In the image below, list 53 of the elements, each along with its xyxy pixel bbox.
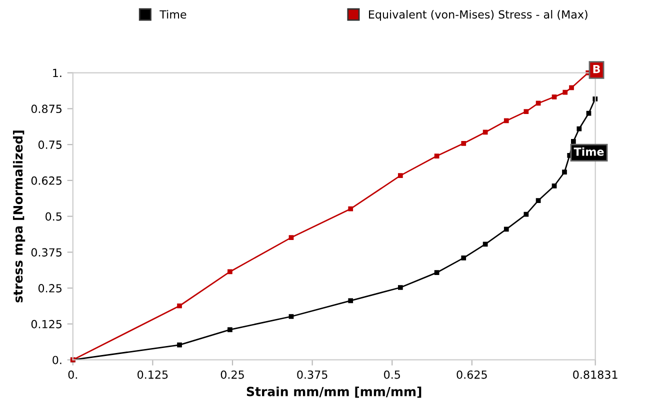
point (571, 138, 576, 144)
legend-label: Equivalent (von-Mises) Stress - al (Max) (369, 10, 588, 21)
point (536, 198, 541, 203)
point (228, 327, 232, 332)
point (569, 85, 574, 90)
point (482, 242, 488, 247)
y-tick-label: 0. (52, 356, 62, 364)
x-tick-label: 0.375 (297, 370, 328, 379)
point (536, 100, 541, 106)
y-tick-label: 0.25 (38, 284, 62, 292)
point (586, 110, 592, 116)
point (177, 303, 182, 308)
point (562, 170, 567, 175)
y-tick-label: 0.875 (31, 104, 62, 114)
point (228, 269, 232, 274)
point (398, 173, 403, 178)
x-tick-label: 0.125 (138, 370, 168, 379)
point (398, 285, 403, 290)
point (482, 130, 488, 135)
point (461, 140, 466, 146)
point (288, 314, 294, 319)
y-axis-title: stress mpa [Normalized] (13, 130, 26, 302)
x-tick-label: 0. (68, 370, 77, 379)
y-tick-label: 0.5 (46, 212, 62, 221)
y-tick-label: 0.125 (31, 320, 62, 328)
y-tick-label: 0.75 (38, 140, 62, 149)
point (562, 90, 568, 95)
point (504, 118, 509, 124)
point (524, 212, 529, 217)
y-tick-label: 0.375 (31, 248, 62, 257)
point (552, 94, 557, 100)
point (461, 256, 466, 260)
point (177, 342, 182, 348)
annotation: Time (574, 147, 604, 156)
point (434, 154, 440, 158)
point (348, 298, 354, 304)
y-tick-label: 1. (53, 68, 62, 78)
x-tick-label: 0.81831 (573, 370, 618, 379)
point (434, 270, 440, 276)
annotation: B (593, 64, 600, 74)
y-tick-label: 0.625 (31, 176, 62, 185)
x-axis-title: Strain mm/mm [mm/mm] (246, 386, 422, 398)
legend-label: Time (160, 10, 186, 19)
x-tick-label: 0.5 (384, 370, 400, 379)
point (348, 206, 354, 212)
x-tick-label: 0.25 (220, 370, 244, 379)
point (288, 235, 294, 240)
point (576, 126, 582, 132)
point (552, 183, 557, 188)
x-tick-label: 0.625 (456, 370, 487, 379)
point (524, 109, 529, 114)
point (592, 96, 598, 102)
point (504, 226, 509, 232)
